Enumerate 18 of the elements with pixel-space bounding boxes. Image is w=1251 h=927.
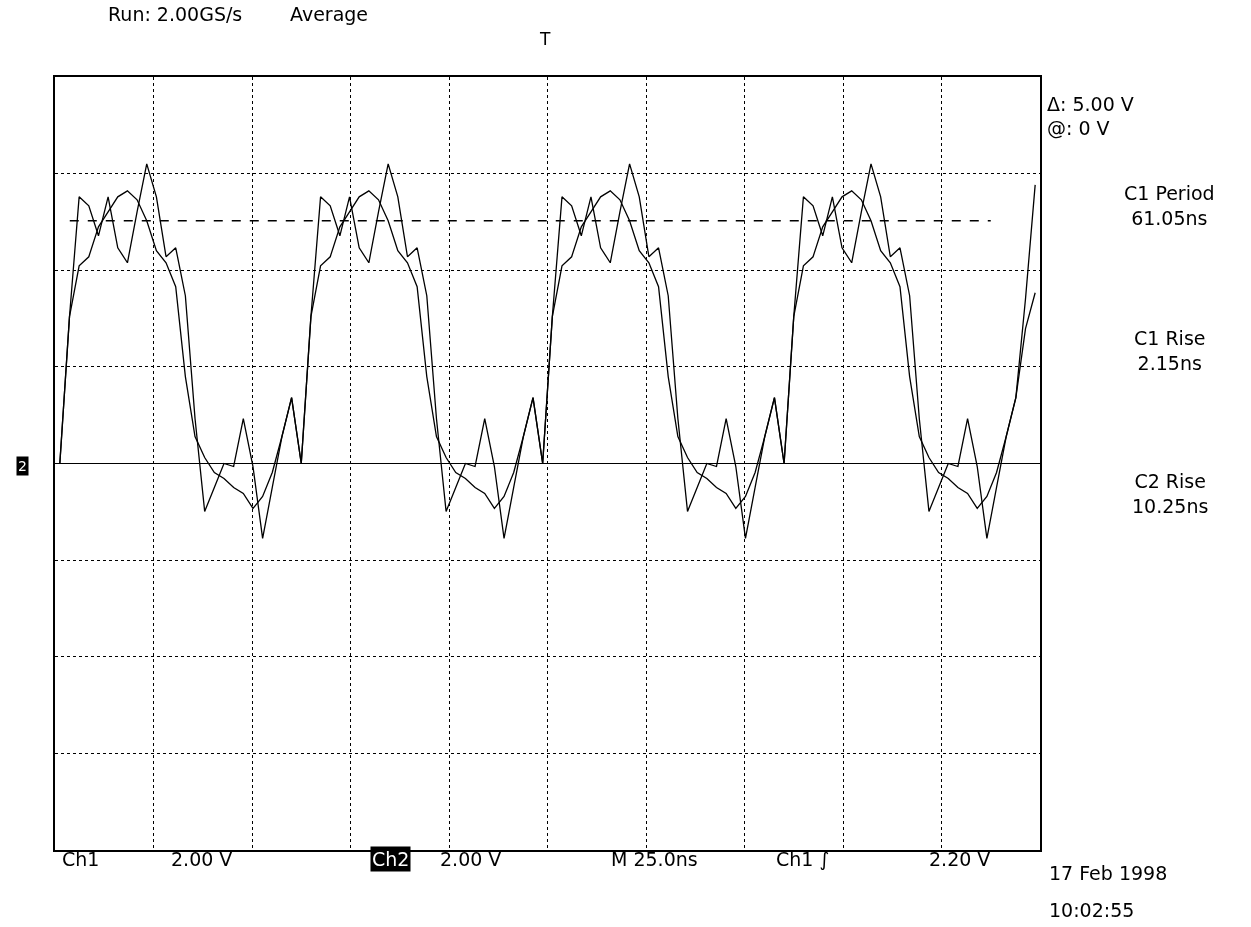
text: Average bbox=[290, 3, 369, 25]
text: 2.20 V bbox=[929, 848, 991, 870]
text: 10:02:55 bbox=[1049, 899, 1135, 921]
text: Run: 2.00GS/s bbox=[108, 3, 243, 25]
text: M 25.0ns bbox=[611, 848, 698, 870]
text: Ch1 bbox=[62, 848, 100, 870]
text: Δ: 5.00 V bbox=[1047, 93, 1134, 115]
text: T bbox=[539, 29, 551, 49]
text: C1 Period 61.05ns bbox=[1124, 182, 1215, 229]
text: 2.00 V bbox=[440, 848, 502, 870]
text: C1 Rise 2.15ns bbox=[1134, 327, 1206, 374]
text: 2 bbox=[18, 458, 27, 474]
text: 17 Feb 1998 bbox=[1049, 862, 1168, 884]
text: Ch2 bbox=[372, 848, 410, 870]
text: C2 Rise 10.25ns bbox=[1132, 470, 1209, 517]
text: Ch1 ∫ bbox=[776, 848, 830, 871]
text: @: 0 V bbox=[1047, 117, 1110, 139]
text: 2.00 V bbox=[171, 848, 233, 870]
